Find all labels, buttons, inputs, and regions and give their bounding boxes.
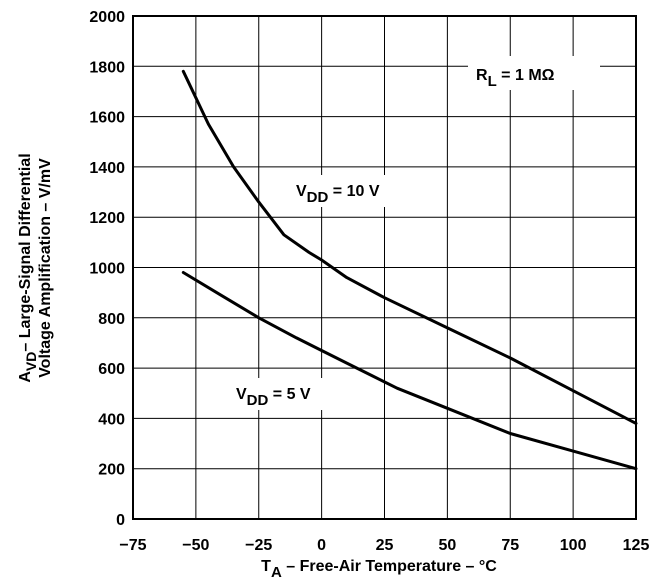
x-tick-labels: −75 −50 −25 0 25 50 75 100 125 <box>119 537 649 554</box>
x-tick-label: 50 <box>438 537 456 554</box>
y-tick-label: 0 <box>116 512 125 529</box>
y-tick-label: 1800 <box>89 59 125 76</box>
y-tick-labels: 0 200 400 600 800 1000 1200 1400 1600 1800 2000 <box>89 9 125 529</box>
x-tick-label: −25 <box>245 537 272 554</box>
series-line-1 <box>181 271 638 471</box>
y-tick-label: 600 <box>98 361 125 378</box>
x-tick-label: −75 <box>119 537 146 554</box>
annotation-rl-main: R <box>476 67 488 84</box>
annotation-rl-sub: L <box>488 73 497 90</box>
y-axis-label-line1-rest: – Large-Signal Differential <box>17 153 34 351</box>
annotation-vdd10-background <box>290 175 412 207</box>
x-tick-label: 0 <box>317 537 326 554</box>
annotation-vdd5-background <box>230 378 342 410</box>
y-axis-label: AVD– Large-Signal Differential Voltage A… <box>17 153 54 382</box>
annotation-rl-rest: = 1 MΩ <box>497 67 555 84</box>
y-tick-label: 1000 <box>89 261 125 278</box>
y-tick-label: 1200 <box>89 210 125 227</box>
y-axis-label-line2: Voltage Amplification – V/mV <box>37 158 54 378</box>
annotation-vdd10-sub: DD <box>307 189 329 206</box>
annotation-rl: RL = 1 MΩ <box>476 67 555 90</box>
x-axis-label: TA – Free-Air Temperature – °C <box>261 558 497 581</box>
x-tick-label: 25 <box>376 537 394 554</box>
x-axis-label-sub: A <box>271 564 282 581</box>
y-axis-label-line1-sub: VD <box>23 352 39 371</box>
grid-lines <box>132 15 637 520</box>
annotation-vdd5-rest: = 5 V <box>268 386 311 403</box>
annotation-vdd10-rest: = 10 V <box>328 183 379 200</box>
y-tick-label: 200 <box>98 462 125 479</box>
x-tick-label: 75 <box>501 537 519 554</box>
series-group <box>181 69 638 471</box>
annotation-vdd10: VDD = 10 V <box>296 183 380 206</box>
y-tick-label: 800 <box>98 311 125 328</box>
y-tick-label: 1600 <box>89 110 125 127</box>
annotation-vdd5-main: V <box>236 386 247 403</box>
y-axis-label-line1-main: A <box>17 371 34 383</box>
y-tick-label: 1400 <box>89 160 125 177</box>
x-tick-label: 125 <box>623 537 650 554</box>
y-tick-label: 400 <box>98 411 125 428</box>
plot-frame <box>132 15 637 520</box>
x-axis-label-rest: – Free-Air Temperature – °C <box>282 558 498 575</box>
annotation-rl-background <box>468 56 600 90</box>
annotation-vdd5: VDD = 5 V <box>236 386 311 409</box>
y-axis-label-line1: AVD– Large-Signal Differential <box>17 153 39 382</box>
y-tick-label: 2000 <box>89 9 125 26</box>
x-tick-label: 100 <box>560 537 587 554</box>
series-line-0 <box>181 69 638 425</box>
x-axis-label-main: T <box>261 558 271 575</box>
annotation-vdd10-main: V <box>296 183 307 200</box>
annotation-vdd5-sub: DD <box>247 392 269 409</box>
x-tick-label: −50 <box>182 537 209 554</box>
